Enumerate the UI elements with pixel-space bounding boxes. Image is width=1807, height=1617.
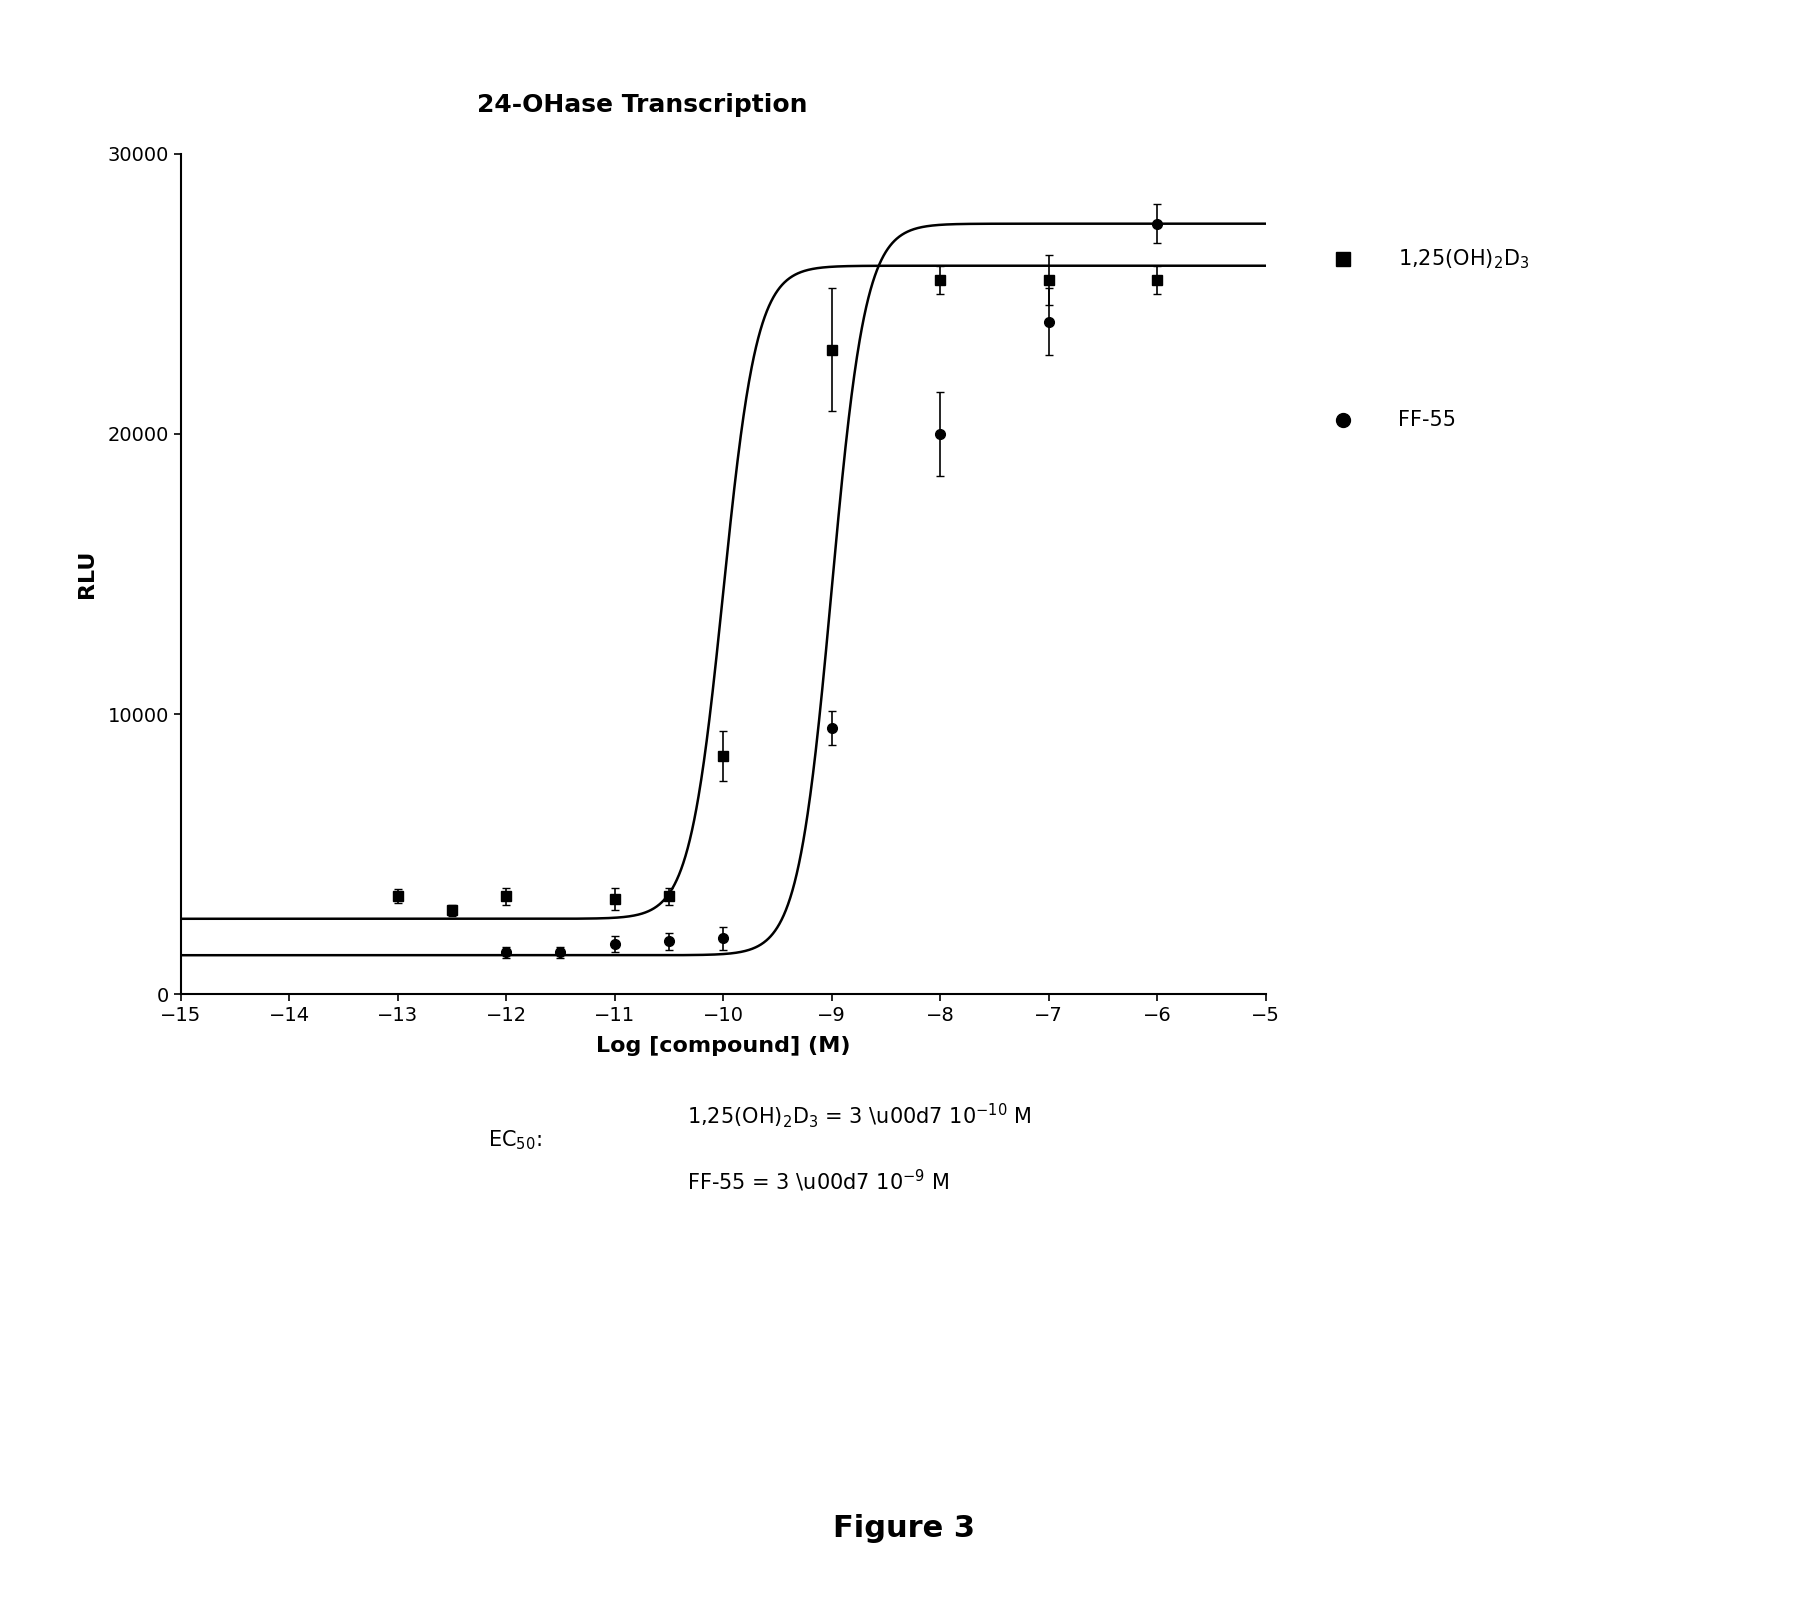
Text: 1,25(OH)$_2$D$_3$ = 3 \u00d7 10$^{-10}$ M: 1,25(OH)$_2$D$_3$ = 3 \u00d7 10$^{-10}$ … <box>687 1101 1032 1130</box>
X-axis label: Log [compound] (M): Log [compound] (M) <box>596 1036 849 1056</box>
Y-axis label: RLU: RLU <box>76 550 96 598</box>
Text: Figure 3: Figure 3 <box>833 1514 974 1543</box>
Text: EC$_{50}$:: EC$_{50}$: <box>488 1129 542 1151</box>
Text: 1,25(OH)$_2$D$_3$: 1,25(OH)$_2$D$_3$ <box>1397 247 1529 270</box>
Text: FF-55 = 3 \u00d7 10$^{-9}$ M: FF-55 = 3 \u00d7 10$^{-9}$ M <box>687 1167 949 1193</box>
Text: 24-OHase Transcription: 24-OHase Transcription <box>477 94 806 116</box>
Text: FF-55: FF-55 <box>1397 411 1455 430</box>
